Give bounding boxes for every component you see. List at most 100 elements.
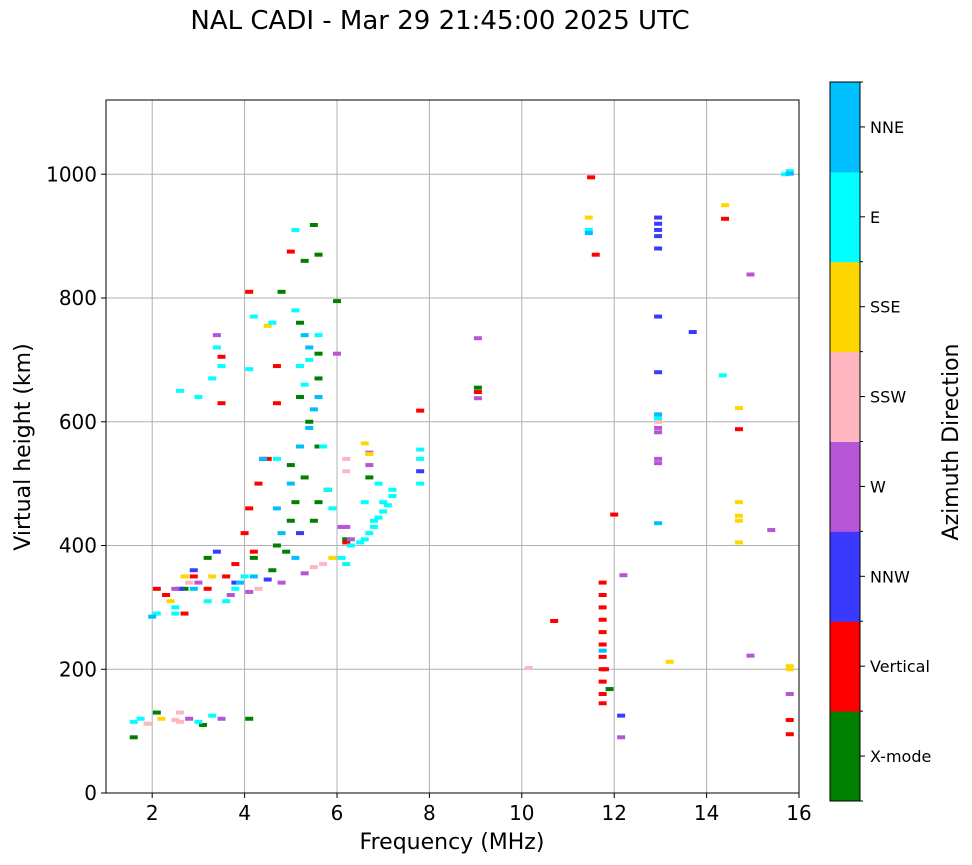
data-point xyxy=(598,654,607,659)
data-point xyxy=(296,364,305,369)
data-point xyxy=(654,215,663,220)
data-point xyxy=(598,580,607,585)
data-point xyxy=(342,524,351,529)
data-point xyxy=(203,555,212,560)
data-point xyxy=(314,351,323,356)
data-point xyxy=(136,716,145,721)
data-point xyxy=(785,667,794,672)
data-point xyxy=(654,227,663,232)
colorbar-tick-label: SSW xyxy=(870,388,906,407)
data-point xyxy=(473,385,482,390)
data-point xyxy=(171,605,180,610)
data-point xyxy=(180,574,189,579)
y-tick-label: 200 xyxy=(59,657,97,681)
x-tick-label: 2 xyxy=(146,801,159,825)
data-point xyxy=(584,227,593,232)
data-point xyxy=(654,234,663,239)
y-axis-ticks: 0 200 400 600 800 1000 xyxy=(46,162,106,805)
data-point xyxy=(175,719,184,724)
data-point xyxy=(300,333,309,338)
data-points xyxy=(129,169,794,740)
x-axis-label: Frequency (MHz) xyxy=(360,830,545,855)
data-point xyxy=(333,299,341,304)
data-point xyxy=(272,506,281,511)
data-point xyxy=(231,586,240,591)
data-point xyxy=(268,320,277,325)
data-point xyxy=(171,611,180,616)
data-point xyxy=(598,593,607,597)
data-point xyxy=(721,216,730,221)
data-point xyxy=(263,323,272,328)
data-point xyxy=(268,568,277,573)
data-point xyxy=(249,574,258,579)
data-point xyxy=(222,574,231,579)
data-point xyxy=(365,451,374,456)
x-tick-label: 16 xyxy=(786,801,811,825)
data-point xyxy=(605,687,614,692)
colorbar-segment xyxy=(830,351,860,442)
data-point xyxy=(305,357,314,362)
data-point xyxy=(600,667,609,672)
colorbar-segment xyxy=(830,82,860,173)
y-tick-label: 600 xyxy=(59,410,97,434)
data-point xyxy=(263,456,272,461)
data-point xyxy=(654,456,663,461)
y-tick-label: 800 xyxy=(59,286,97,310)
data-point xyxy=(654,412,663,417)
data-point xyxy=(785,732,794,737)
data-point xyxy=(654,419,663,424)
data-point xyxy=(143,721,152,726)
data-point xyxy=(208,574,217,579)
data-point xyxy=(291,227,300,232)
data-point xyxy=(249,549,258,554)
colorbar-tick-label: SSE xyxy=(870,298,900,317)
data-point xyxy=(231,580,240,585)
colorbar-tick-label: NNE xyxy=(870,118,904,137)
x-tick-label: 8 xyxy=(423,801,436,825)
data-point xyxy=(598,605,607,610)
colorbar-segment xyxy=(830,621,860,712)
data-point xyxy=(365,463,374,468)
data-point xyxy=(300,382,309,387)
data-point xyxy=(194,395,203,399)
data-point xyxy=(199,722,208,727)
data-point xyxy=(718,373,727,378)
data-point xyxy=(175,586,184,591)
data-point xyxy=(328,555,337,560)
colorbar: X-mode Vertical NNW W SSW SSE E NNE xyxy=(829,81,931,802)
data-point xyxy=(584,231,593,236)
data-point xyxy=(171,586,180,591)
data-point xyxy=(152,586,161,591)
data-point xyxy=(346,543,355,548)
data-point xyxy=(254,586,263,591)
data-point xyxy=(416,447,425,452)
x-axis-ticks: 2 4 6 8 10 12 14 16 xyxy=(146,793,812,825)
data-point xyxy=(175,710,184,715)
data-point xyxy=(152,611,161,616)
data-point xyxy=(473,396,482,401)
data-point xyxy=(360,441,369,446)
data-point xyxy=(734,513,743,518)
data-point xyxy=(598,692,607,696)
data-point xyxy=(240,531,249,536)
data-point xyxy=(360,537,369,542)
grid-lines xyxy=(106,100,800,794)
data-point xyxy=(300,475,309,480)
data-point xyxy=(746,653,755,658)
data-point xyxy=(524,666,533,671)
data-point xyxy=(654,521,663,526)
colorbar-segment xyxy=(830,711,860,802)
data-point xyxy=(254,481,263,486)
x-tick-label: 10 xyxy=(509,801,534,825)
data-point xyxy=(272,456,281,461)
data-point xyxy=(342,456,351,461)
data-point xyxy=(473,336,482,341)
data-point xyxy=(587,175,596,180)
data-point xyxy=(194,719,203,724)
data-point xyxy=(654,430,663,435)
data-point xyxy=(180,611,189,616)
data-point xyxy=(166,599,175,604)
y-axis-label: Virtual height (km) xyxy=(11,343,36,550)
data-point xyxy=(379,509,388,514)
data-point xyxy=(212,333,221,338)
